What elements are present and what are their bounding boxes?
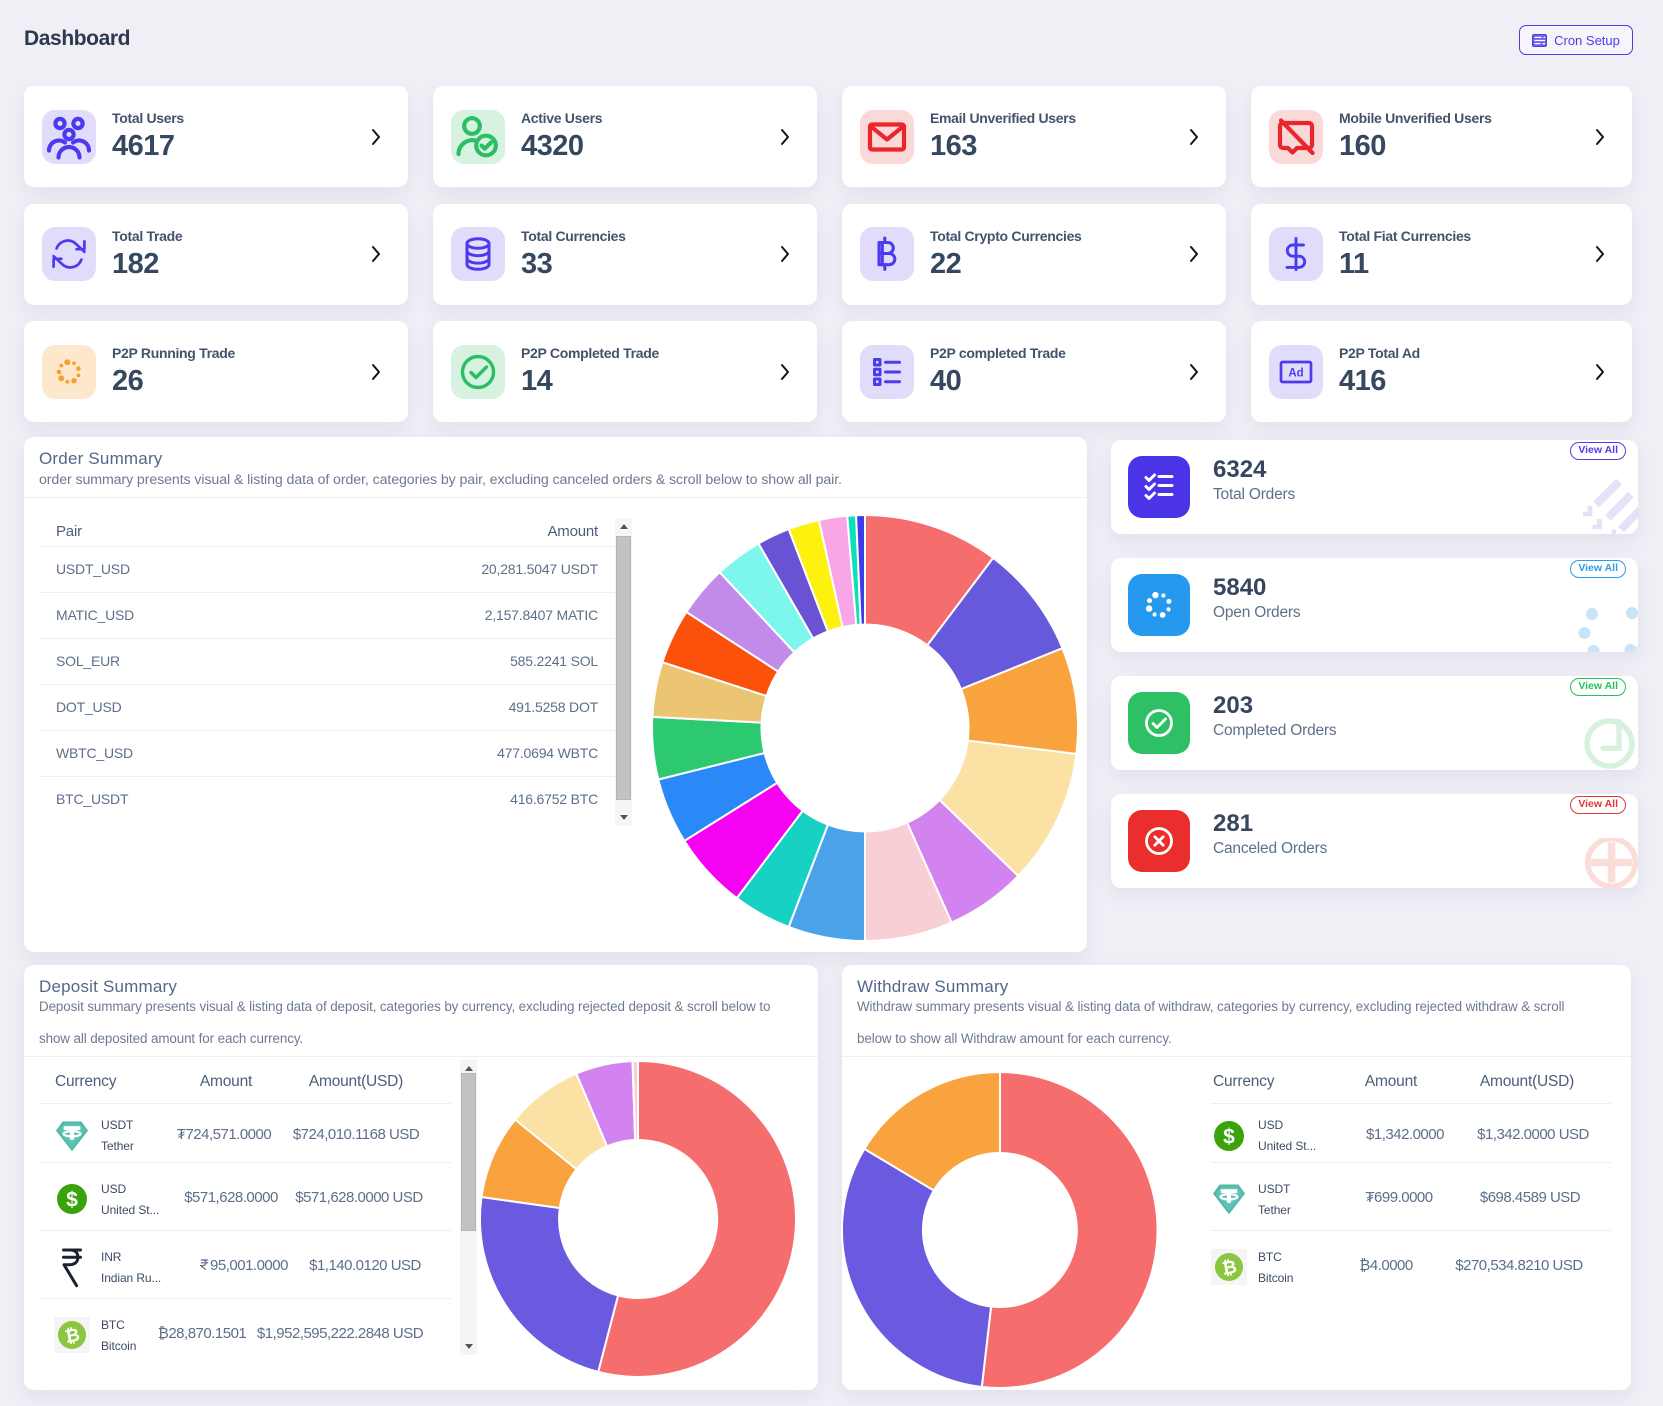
svg-text:$: $ — [1223, 1125, 1235, 1148]
svg-text:₿: ₿ — [1220, 1256, 1238, 1278]
svg-text:Ad: Ad — [1288, 367, 1303, 379]
svg-text:₿: ₿ — [63, 1324, 81, 1346]
svg-text:$: $ — [66, 1189, 78, 1212]
